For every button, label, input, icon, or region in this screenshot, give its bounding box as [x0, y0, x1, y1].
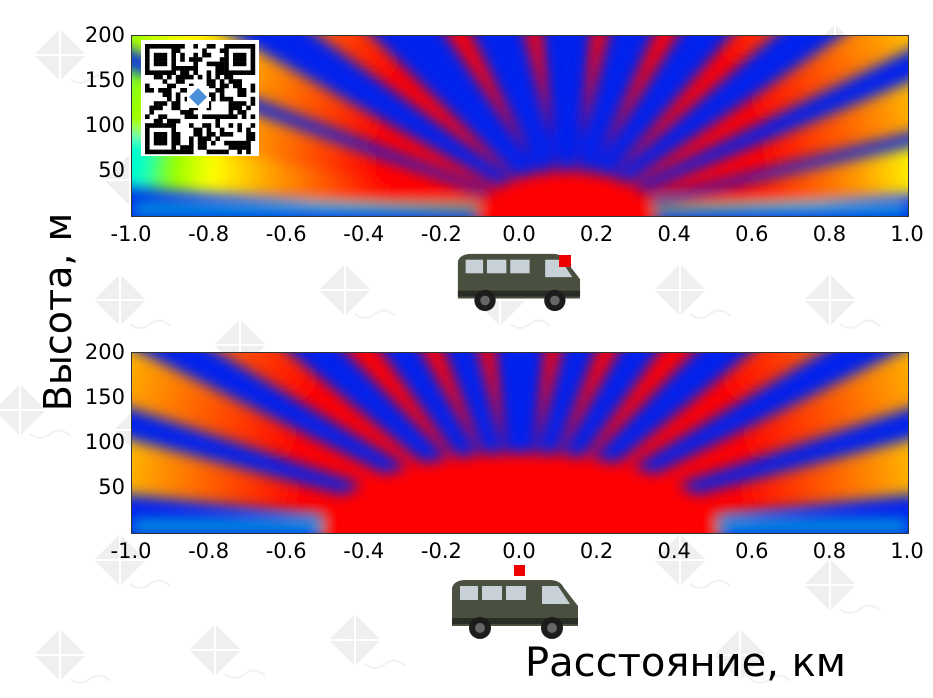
top-x-tick-label: -0.2 — [420, 222, 462, 246]
kite-watermark-icon — [654, 264, 731, 319]
qr-code-graphic — [145, 44, 256, 155]
kite-logo-icon — [189, 88, 207, 106]
bottom-x-tick-label: -0.8 — [188, 539, 230, 563]
kite-watermark-icon — [804, 559, 881, 614]
top-y-tick-label: 100 — [84, 113, 125, 137]
top-x-tick-label: 0.6 — [735, 222, 769, 246]
van-icon — [450, 250, 586, 314]
bottom-x-tick-label: 0.8 — [812, 539, 847, 563]
heatmap-lobe — [132, 353, 511, 533]
kite-watermark-icon — [714, 629, 791, 684]
heatmap-bottom-canvas — [132, 353, 908, 533]
heatmap-bottom — [131, 352, 909, 534]
x-axis-label: Расстояние, км — [525, 640, 846, 686]
kite-watermark-icon — [0, 384, 71, 439]
top-x-tick-label: 0.8 — [812, 222, 847, 246]
kite-watermark-icon — [329, 614, 406, 669]
heatmap-lobe — [570, 36, 908, 216]
van-icon-bottom — [446, 575, 582, 643]
kite-watermark-icon — [804, 274, 881, 329]
bottom-x-tick-label: 1.0 — [890, 539, 924, 563]
kite-watermark-icon — [654, 534, 731, 589]
heatmap-lobe — [529, 353, 908, 533]
heatmap-lobe — [132, 126, 538, 216]
kite-watermark-icon — [189, 624, 266, 679]
top-x-tick-label: -0.8 — [188, 222, 230, 246]
bottom-x-tick-label: 0.6 — [735, 539, 769, 563]
top-x-tick-label: -0.6 — [265, 222, 307, 246]
kite-watermark-icon — [34, 629, 111, 684]
bottom-y-tick-label: 150 — [84, 385, 125, 409]
source-marker-top — [559, 255, 571, 267]
kite-watermark-icon — [319, 264, 396, 319]
kite-watermark-icon — [34, 29, 111, 84]
heatmap-lobe — [580, 82, 908, 216]
qr-code-icon — [141, 40, 259, 156]
kite-watermark-icon — [94, 534, 171, 589]
bottom-y-tick-label: 200 — [84, 340, 125, 364]
bottom-x-tick-label: -0.2 — [420, 539, 462, 563]
y-axis-label: Высота, м — [36, 212, 80, 412]
heatmap-lobe — [566, 36, 774, 216]
top-y-tick-label: 150 — [84, 68, 125, 92]
bottom-x-tick-label: -1.0 — [110, 539, 152, 563]
bottom-x-tick-label: -0.4 — [343, 539, 385, 563]
source-marker-bottom — [514, 565, 525, 576]
top-x-tick-label: 0.2 — [579, 222, 614, 246]
center-null — [506, 353, 534, 443]
top-x-tick-label: 1.0 — [890, 222, 924, 246]
bottom-y-tick-label: 100 — [84, 430, 125, 454]
top-y-tick-label: 50 — [98, 158, 125, 182]
kite-watermark-icon — [94, 274, 171, 329]
heatmap-lobe — [563, 36, 677, 216]
top-x-tick-label: 0.4 — [657, 222, 691, 246]
bottom-x-tick-label: 0.2 — [579, 539, 614, 563]
bottom-x-tick-label: 0.0 — [502, 539, 536, 563]
bottom-x-tick-label: 0.4 — [657, 539, 691, 563]
van-graphic — [452, 580, 578, 639]
heatmap-lobe — [318, 36, 566, 216]
bottom-y-tick-label: 50 — [98, 475, 125, 499]
source-core — [476, 171, 657, 216]
top-x-tick-label: -1.0 — [110, 222, 152, 246]
van-graphic — [457, 253, 581, 312]
center-null — [552, 36, 581, 166]
heatmap-lobe — [595, 147, 908, 216]
top-x-tick-label: 0.0 — [502, 222, 536, 246]
source-core — [320, 453, 720, 533]
top-y-tick-label: 200 — [84, 23, 125, 47]
bottom-x-tick-label: -0.6 — [265, 539, 307, 563]
top-x-tick-label: -0.4 — [343, 222, 385, 246]
